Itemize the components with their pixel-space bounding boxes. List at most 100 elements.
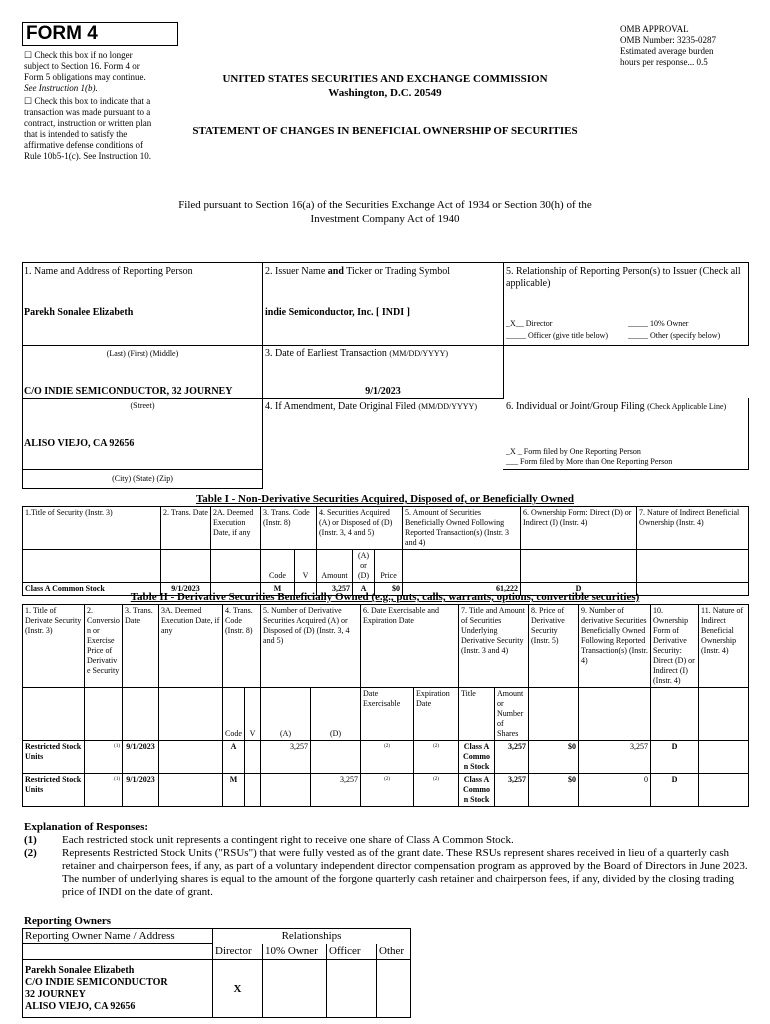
t2-sub-v: V: [243, 687, 262, 741]
cell: 0: [578, 773, 652, 807]
footnote-2-num: (2): [24, 847, 37, 859]
t2-sub-amount: Amount or Number of Shares: [494, 687, 530, 741]
footnote-1: Each restricted stock unit represents a …: [62, 834, 514, 846]
blank: [22, 687, 85, 741]
section16-see: See Instruction 1(b).: [24, 83, 98, 93]
cell: Restricted Stock Units: [22, 773, 85, 807]
owner-row: Parekh Sonalee Elizabeth C/O INDIE SEMICO…: [22, 959, 412, 1018]
t1-h1: 1.Title of Security (Instr. 3): [22, 506, 161, 550]
section16-text: Check this box if no longer subject to S…: [24, 50, 146, 82]
label-amendment-text: 4. If Amendment, Date Original Filed: [265, 401, 419, 412]
owner-other: [375, 959, 412, 1018]
explanation-title: Explanation of Responses:: [24, 821, 149, 833]
table-row: Restricted Stock Units (1) 9/1/2023 A 3,257 (…: [22, 740, 750, 774]
cell: Restricted Stock Units: [22, 740, 85, 774]
t1-h2a: 2A. Deemed Execution Date, if any: [210, 506, 261, 550]
street-hint: (Street): [130, 401, 155, 410]
table1: 1.Title of Security (Instr. 3) 2. Trans. …: [22, 506, 750, 596]
table1-title: Table I - Non-Derivative Securities Acqu…: [195, 493, 575, 505]
issuer-name: indie Semiconductor, Inc. [ INDI ]: [265, 307, 410, 318]
blank: [402, 549, 522, 583]
owner-line: ALISO VIEJO, CA 92656: [25, 1000, 136, 1012]
footnotes: (1) Each restricted stock unit represent…: [24, 834, 748, 899]
t1-sub-v: V: [293, 549, 318, 583]
blank: [160, 549, 211, 583]
cell: [243, 773, 262, 807]
cell: Class A Common Stock: [458, 740, 496, 774]
owner-line: 32 JOURNEY: [25, 988, 86, 1000]
cell: [698, 740, 750, 774]
lower-section: Table II - Derivative Securities Benefic…: [22, 591, 750, 1018]
cell: 3,257: [494, 740, 530, 774]
label-amendment: 4. If Amendment, Date Original Filed (MM…: [265, 401, 501, 413]
omb-approval: OMB APPROVAL OMB Number: 3235-0287 Estimat…: [620, 24, 740, 68]
rel-10pct: _____ 10% Owner: [628, 319, 689, 328]
label-filing-text: 6. Individual or Joint/Group Filing: [506, 401, 648, 412]
reporting-city: ALISO VIEJO, CA 92656: [24, 438, 135, 449]
blank: [698, 687, 750, 741]
earliest-date: 9/1/2023: [365, 386, 401, 397]
blank: [650, 687, 700, 741]
footnote-1-num: (1): [24, 834, 37, 846]
omb-line: OMB Number: 3235-0287: [620, 35, 716, 45]
table2-title: Table II - Derivative Securities Benefic…: [130, 591, 640, 603]
t1-h6: 6. Ownership Form: Direct (D) or Indirec…: [520, 506, 638, 550]
cell: $0: [374, 582, 404, 596]
cell: [310, 740, 362, 774]
cell: (2): [360, 740, 415, 774]
box-6: [503, 398, 749, 470]
reporting-name: Parekh Sonalee Elizabeth: [24, 307, 134, 318]
checkbox[interactable]: ☐: [24, 50, 33, 60]
blank: [636, 549, 750, 583]
blank: [22, 549, 161, 583]
t1-h5: 5. Amount of Securities Beneficially Own…: [402, 506, 522, 550]
cell: M: [222, 773, 245, 807]
box-1d: [22, 469, 263, 489]
t1-h7: 7. Nature of Indirect Beneficial Ownersh…: [636, 506, 750, 550]
omb-line: OMB APPROVAL: [620, 24, 689, 34]
t2-sub-title: Title: [458, 687, 496, 741]
form-title: FORM 4: [22, 22, 178, 46]
label-earliest: 3. Date of Earliest Transaction (MM/DD/Y…: [265, 348, 501, 360]
reporting-owners: Reporting Owners Reporting Owner Name / …: [22, 915, 748, 1018]
t2-h11: 11. Nature of Indirect Beneficial Owners…: [698, 604, 750, 688]
t1-sub-price: Price: [374, 549, 404, 583]
owners-title: Reporting Owners: [24, 915, 112, 927]
owners-col-officer: Officer: [326, 943, 377, 960]
checkbox[interactable]: ☐: [24, 96, 33, 106]
footnote-2: Represents Restricted Stock Units ("RSUs…: [62, 847, 748, 898]
blank: [210, 549, 261, 583]
cell: $0: [528, 773, 580, 807]
blank: [22, 943, 213, 960]
t2-h4: 4. Trans. Code (Instr. 8): [221, 604, 262, 688]
t2-h8: 8. Price of Derivative Security (Instr. …: [528, 604, 580, 688]
label-issuer-b: and: [327, 266, 344, 277]
label-relationship: 5. Relationship of Reporting Person(s) t…: [506, 266, 741, 289]
cell: [636, 582, 750, 596]
rel-officer: _____ Officer (give title below): [506, 331, 609, 340]
10b5-check[interactable]: ☐ Check this box to indicate that a tran…: [24, 96, 154, 162]
blank: [158, 687, 223, 741]
label-issuer-c: Ticker or Trading Symbol: [343, 266, 451, 277]
cell: 3,257: [260, 740, 312, 774]
cell: (2): [413, 740, 460, 774]
cell: (1): [84, 740, 123, 774]
label-issuer: 2. Issuer Name and Ticker or Trading Sym…: [265, 266, 501, 278]
filing-more: ___ Form filed by More than One Reportin…: [506, 457, 673, 466]
label-earliest-format: (MM/DD/YYYY): [389, 349, 449, 358]
label-reporting-person: 1. Name and Address of Reporting Person: [24, 266, 193, 277]
city-hint: (City) (State) (Zip): [112, 474, 173, 483]
t2-h10: 10. Ownership Form of Derivative Securit…: [650, 604, 700, 688]
box-3: [262, 345, 504, 399]
cell: [293, 582, 318, 596]
filed-pursuant-1: Filed pursuant to Section 16(a) of the S…: [178, 199, 592, 211]
blank: [84, 687, 123, 741]
section16-check[interactable]: ☐ Check this box if no longer subject to…: [24, 50, 154, 94]
owners-col-rel: Relationships: [211, 928, 412, 944]
table2: 1. Title of Derivate Security (Instr. 3)…: [22, 604, 750, 807]
cell: 9/1/2023: [122, 773, 159, 807]
t2-h3: 3. Trans. Date: [122, 604, 159, 688]
cell: [158, 773, 223, 807]
cell: [243, 740, 262, 774]
box-5: [503, 262, 749, 346]
